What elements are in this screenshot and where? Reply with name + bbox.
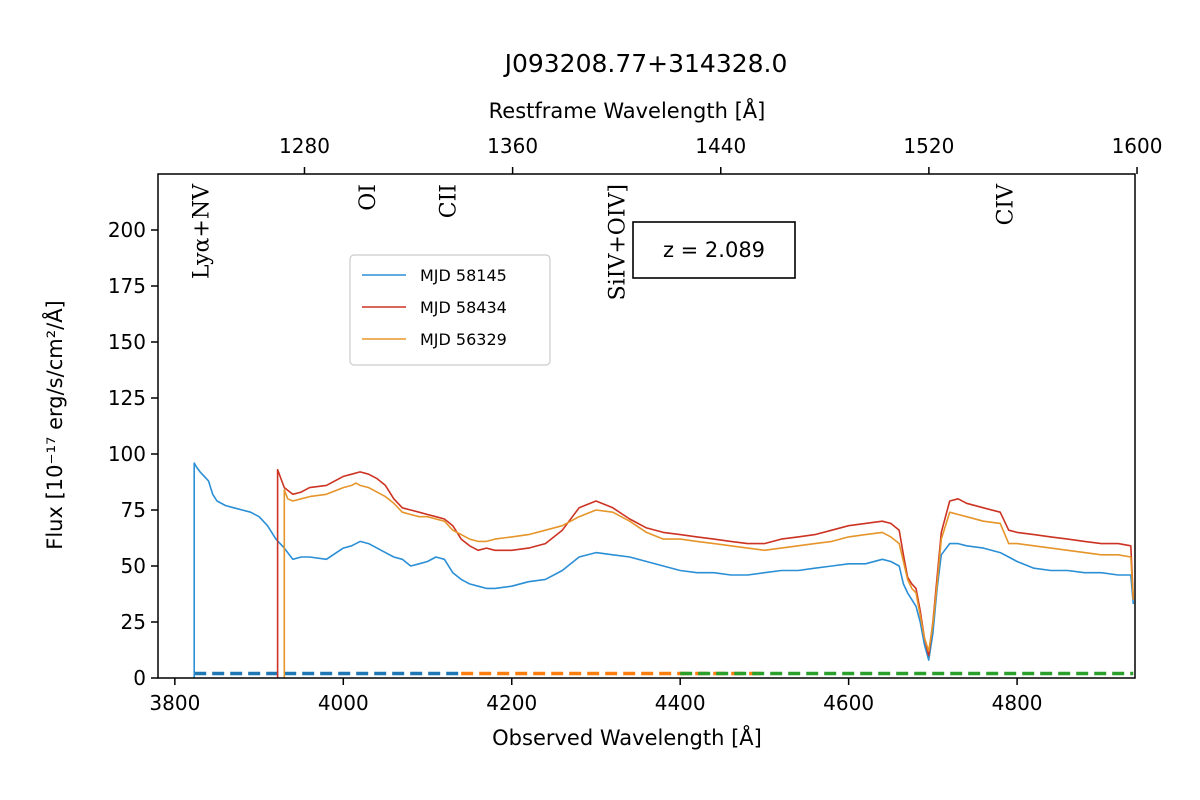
- series-line: [276, 468, 1135, 678]
- y-tick-label: 125: [108, 386, 146, 410]
- legend-frame: [349, 254, 551, 366]
- legend-label: MJD 56329: [420, 330, 507, 349]
- y-tick-label: 175: [108, 274, 146, 298]
- legend-label: MJD 58145: [420, 266, 507, 285]
- top-tick-label: 1360: [487, 134, 538, 158]
- series-group: [193, 462, 1135, 678]
- top-tick-label: 1440: [695, 134, 746, 158]
- plot-title: J093208.77+314328.0: [503, 49, 788, 78]
- axes: 3800 4000 4200 4400 4600 4800 0 25 50 75 100 125 150…: [108, 134, 1163, 715]
- series-line: [193, 462, 1135, 678]
- y-tick-label: 0: [133, 666, 146, 690]
- redshift-label: z = 2.089: [663, 238, 765, 262]
- emission-line-label: CII: [437, 184, 462, 218]
- y-tick-label: 75: [121, 498, 146, 522]
- emission-line-label: OI: [356, 184, 381, 211]
- x-tick-label: 4800: [992, 691, 1043, 715]
- x-tick-label: 4200: [486, 691, 537, 715]
- top-tick-label: 1280: [279, 134, 330, 158]
- top-axis-title: Restframe Wavelength [Å]: [489, 97, 766, 123]
- top-tick-label: 1600: [1112, 134, 1163, 158]
- plot-frame: [157, 173, 1136, 679]
- y-tick-label: 25: [121, 610, 146, 634]
- y-axis-title: Flux [10⁻¹⁷ erg/s/cm²/Å]: [41, 300, 67, 550]
- legend-label: MJD 58434: [420, 298, 507, 317]
- x-tick-label: 3800: [149, 691, 200, 715]
- x-tick-label: 4000: [318, 691, 369, 715]
- x-axis-title: Observed Wavelength [Å]: [492, 724, 762, 750]
- legend: MJD 58145 MJD 58434 MJD 56329: [349, 254, 551, 366]
- y-tick-label: 200: [108, 218, 146, 242]
- y-tick-label: 50: [121, 554, 146, 578]
- emission-line-label: CIV: [993, 183, 1018, 226]
- y-tick-label: 100: [108, 442, 146, 466]
- redshift-annotation-box: z = 2.089: [632, 221, 796, 279]
- emission-line-label: SiIV+OIV]: [606, 184, 631, 300]
- emission-line-label: Lyα+NV: [189, 183, 214, 279]
- x-tick-label: 4600: [823, 691, 874, 715]
- top-tick-label: 1520: [903, 134, 954, 158]
- y-tick-label: 150: [108, 330, 146, 354]
- emission-line-labels: Lyα+NV OI CII SiIV+OIV] CIV: [189, 183, 1018, 300]
- series-line: [283, 482, 1135, 678]
- redshift-box-frame: [632, 221, 796, 279]
- x-tick-label: 4400: [655, 691, 706, 715]
